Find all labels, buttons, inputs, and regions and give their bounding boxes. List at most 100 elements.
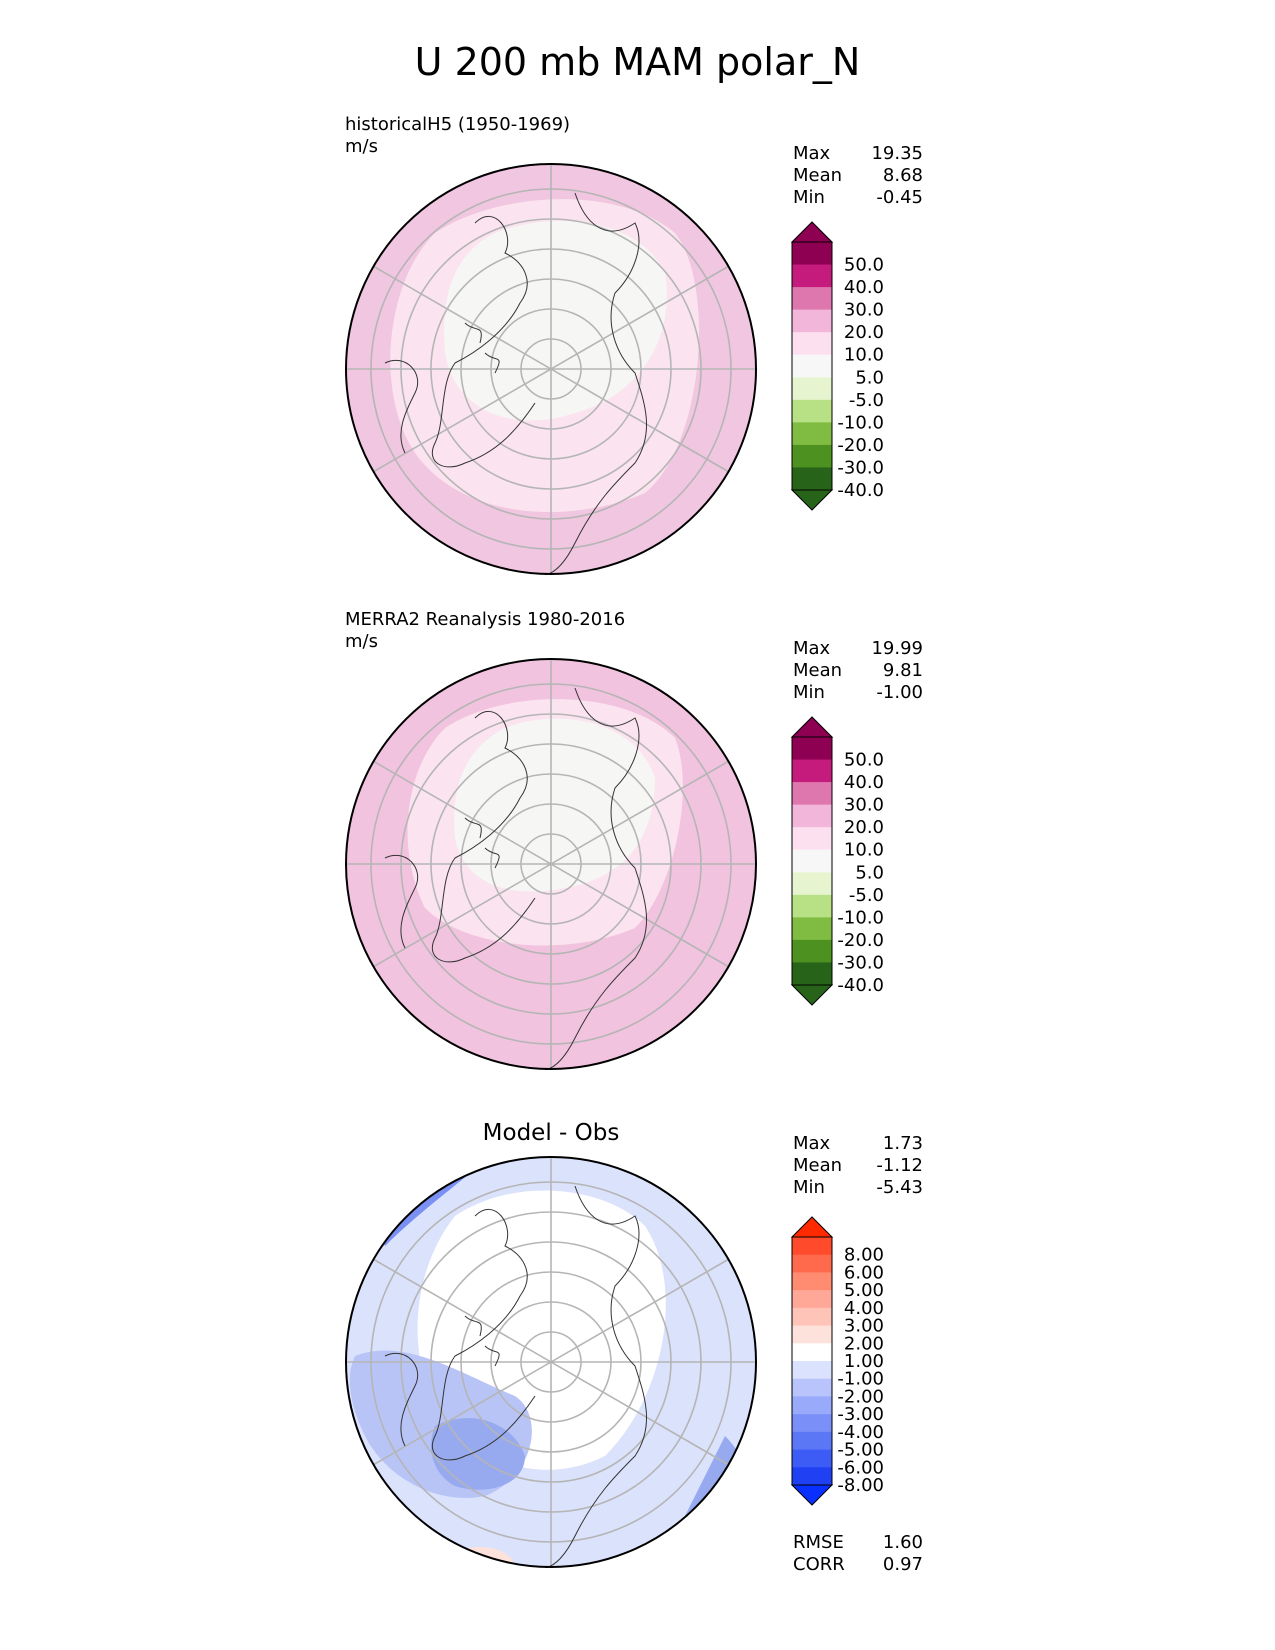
- colorbar-tick-label: -5.00: [837, 1440, 884, 1461]
- colorbar-segment: [792, 939, 832, 963]
- polar-map: [345, 1156, 757, 1568]
- colorbar-segment: [792, 1325, 832, 1344]
- panel-units: m/s: [345, 631, 378, 652]
- graticule: [346, 659, 756, 1069]
- mean-value: -1.12: [876, 1155, 923, 1176]
- graticule: [346, 1157, 756, 1567]
- max-value: 19.35: [871, 143, 923, 164]
- colorbar-tick-label: -20.0: [837, 930, 884, 951]
- colorbar-tick-label: -10.0: [837, 412, 884, 433]
- colorbar-segment: [792, 1449, 832, 1468]
- colorbar-tick-label: -8.00: [837, 1475, 884, 1496]
- colorbar-tick-label: -40.0: [837, 975, 884, 996]
- colorbar-tick-label: 8.00: [844, 1245, 884, 1266]
- graticule: [346, 164, 756, 574]
- colorbar-tick-label: 1.00: [844, 1351, 884, 1372]
- colorbar-segment: [792, 804, 832, 828]
- colorbar-tick-label: -5.0: [849, 885, 884, 906]
- colorbar-frame: [791, 241, 833, 491]
- max-value: 19.99: [871, 638, 923, 659]
- stats-box: Max 19.35 Mean 8.68 Min -0.45: [793, 143, 923, 209]
- colorbar-tick-label: 50.0: [844, 255, 884, 276]
- colorbar-segment: [792, 872, 832, 896]
- min-label: Min: [793, 1177, 825, 1198]
- colorbar-tick-label: 3.00: [844, 1316, 884, 1337]
- colorbar-segment: [792, 332, 832, 356]
- colorbar-segment: [792, 264, 832, 288]
- colorbar-tick-label: 30.0: [844, 300, 884, 321]
- colorbar: 8.006.005.004.003.002.001.00-1.00-2.00-3…: [790, 1216, 884, 1506]
- skill-scores: RMSE 1.60 CORR 0.97: [793, 1532, 923, 1576]
- polar-map: [345, 163, 757, 575]
- min-label: Min: [793, 682, 825, 703]
- colorbar-segment: [792, 1431, 832, 1451]
- colorbar-extend-top: [790, 716, 834, 738]
- map-border: [345, 1156, 757, 1568]
- colorbar-segment: [792, 287, 832, 311]
- colorbar-segment: [792, 759, 832, 783]
- min-value: -0.45: [876, 187, 923, 208]
- colorbar-segment: [792, 1361, 832, 1380]
- colorbar-segment: [792, 1290, 832, 1309]
- colorbar-tick-label: -2.00: [837, 1386, 884, 1407]
- figure-title: U 200 mb MAM polar_N: [414, 40, 861, 84]
- mean-value: 9.81: [882, 660, 923, 681]
- polar-map: [345, 658, 757, 1070]
- colorbar-extend-bottom: [790, 489, 834, 511]
- max-value: 1.73: [882, 1133, 923, 1154]
- panel-title: MERRA2 Reanalysis 1980-2016: [345, 609, 626, 630]
- colorbar-segment: [792, 1396, 832, 1415]
- colorbar-tick-label: -4.00: [837, 1422, 884, 1443]
- map-border: [345, 658, 757, 1070]
- panel-obs: MERRA2 Reanalysis 1980-2016 m/s Max 19.99…: [0, 605, 1275, 1085]
- corr-value: 0.97: [882, 1554, 923, 1575]
- colorbar-tick-label: 50.0: [844, 750, 884, 771]
- colorbar-segment: [792, 1343, 832, 1362]
- colorbar-segment: [792, 444, 832, 468]
- colorbar-extend-top: [790, 1216, 834, 1238]
- rmse-label: RMSE: [793, 1532, 844, 1553]
- colorbar-tick-label: -40.0: [837, 480, 884, 501]
- colorbar-extend-bottom: [790, 1484, 834, 1506]
- colorbar-tick-label: -30.0: [837, 457, 884, 478]
- panel-units: m/s: [345, 136, 378, 157]
- colorbar-segment: [792, 1307, 832, 1327]
- colorbar-segment: [792, 849, 832, 873]
- colorbar-tick-label: 6.00: [844, 1262, 884, 1283]
- max-label: Max: [793, 1133, 831, 1154]
- colorbar-tick-label: 5.0: [855, 862, 884, 883]
- colorbar-tick-label: -1.00: [837, 1369, 884, 1390]
- panel-title: historicalH5 (1950-1969): [345, 114, 571, 135]
- colorbar-segment: [792, 377, 832, 401]
- colorbar-segment: [792, 962, 832, 986]
- colorbar-segment: [792, 1414, 832, 1433]
- panel-title: Model - Obs: [482, 1120, 620, 1146]
- colorbar-tick-label: 10.0: [844, 345, 884, 366]
- max-label: Max: [793, 143, 831, 164]
- mean-label: Mean: [793, 1155, 843, 1176]
- colorbar-tick-label: -3.00: [837, 1404, 884, 1425]
- stats-box: Max 1.73 Mean -1.12 Min -5.43: [793, 1133, 923, 1199]
- colorbar-segment: [792, 894, 832, 918]
- colorbar-extend-top: [790, 221, 834, 243]
- colorbar-extend-bottom: [790, 984, 834, 1006]
- colorbar-tick-label: -5.0: [849, 390, 884, 411]
- colorbar-segment: [792, 1237, 832, 1256]
- mean-value: 8.68: [882, 165, 923, 186]
- mean-label: Mean: [793, 165, 843, 186]
- colorbar-tick-label: 40.0: [844, 772, 884, 793]
- mean-label: Mean: [793, 660, 843, 681]
- colorbar-segment: [792, 1467, 832, 1486]
- colorbar-tick-label: 10.0: [844, 840, 884, 861]
- colorbar-tick-label: 5.0: [855, 367, 884, 388]
- colorbar-segment: [792, 309, 832, 333]
- colorbar-segment: [792, 1272, 832, 1291]
- min-value: -1.00: [876, 682, 923, 703]
- colorbar: 50.040.030.020.010.05.0-5.0-10.0-20.0-30…: [790, 221, 884, 511]
- min-value: -5.43: [876, 1177, 923, 1198]
- contour-fill-near-zero: [454, 718, 655, 892]
- colorbar-tick-label: 20.0: [844, 817, 884, 838]
- colorbar-segment: [792, 737, 832, 761]
- panel-diff: Model - Obs Max 1.73 Mean -1.12: [0, 1100, 1275, 1580]
- stats-box: Max 19.99 Mean 9.81 Min -1.00: [793, 638, 923, 704]
